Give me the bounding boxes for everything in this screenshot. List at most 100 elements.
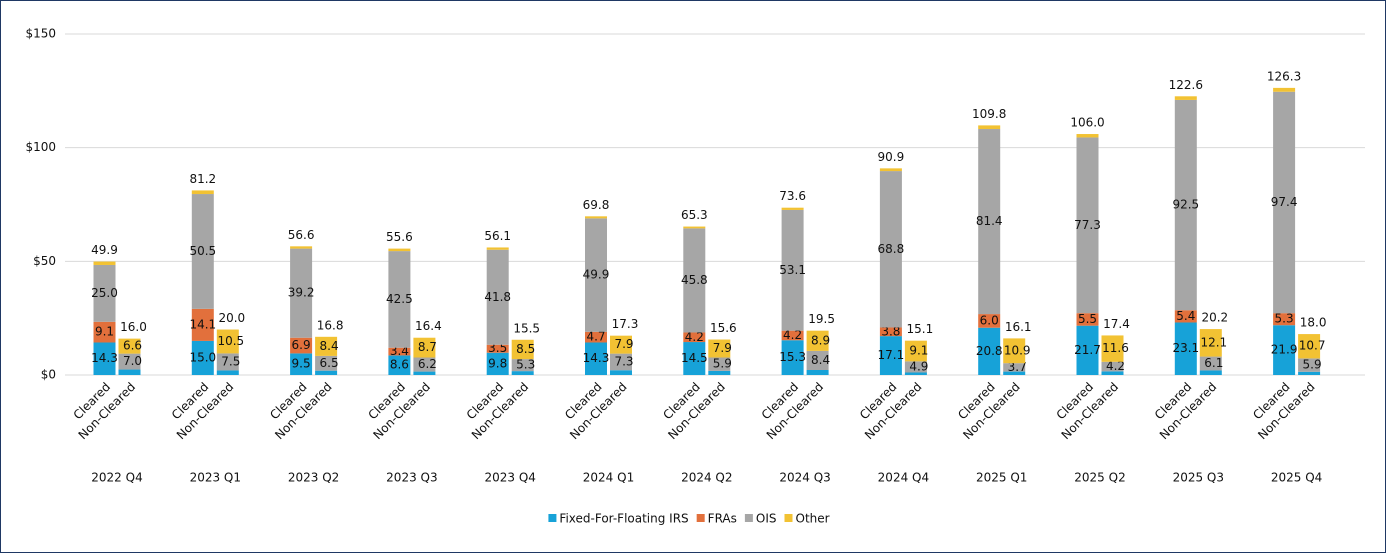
total-label: 56.1 bbox=[484, 229, 511, 243]
bar-segment bbox=[1101, 335, 1124, 362]
legend-swatch bbox=[696, 514, 705, 522]
total-label: 126.3 bbox=[1267, 69, 1301, 83]
data-label: 11.6 bbox=[1102, 341, 1129, 355]
data-label: 7.3 bbox=[614, 354, 633, 368]
bar-segment bbox=[978, 327, 1001, 375]
bar-segment bbox=[610, 370, 632, 375]
data-label: 8.7 bbox=[418, 340, 437, 354]
total-label: 16.4 bbox=[415, 319, 442, 333]
data-label: 77.3 bbox=[1074, 218, 1101, 232]
data-label: 6.0 bbox=[980, 313, 999, 327]
data-label: 12.1 bbox=[1200, 335, 1227, 349]
total-label: 55.6 bbox=[386, 230, 413, 244]
total-label: 106.0 bbox=[1070, 116, 1104, 130]
y-tick-label: $0 bbox=[41, 368, 56, 382]
bar-segment bbox=[511, 371, 534, 375]
bar-segment bbox=[290, 353, 313, 375]
bar-segment bbox=[290, 246, 313, 249]
data-label: 49.9 bbox=[583, 268, 610, 282]
data-label: 7.9 bbox=[614, 337, 633, 351]
data-label: 41.8 bbox=[484, 290, 511, 304]
data-label: 42.5 bbox=[386, 292, 413, 306]
total-label: 56.6 bbox=[288, 228, 315, 242]
total-label: 17.3 bbox=[612, 317, 639, 331]
x-tick-label: 2023 Q3 bbox=[386, 471, 437, 485]
total-label: 16.0 bbox=[120, 320, 147, 334]
bar-segment bbox=[806, 350, 829, 370]
data-label: 5.3 bbox=[1275, 312, 1294, 326]
data-label: 3.8 bbox=[881, 324, 900, 338]
bar-segment bbox=[413, 371, 436, 375]
total-label: 19.5 bbox=[808, 312, 835, 326]
total-label: 73.6 bbox=[779, 189, 806, 203]
bar-segment bbox=[216, 353, 239, 371]
bar-segment bbox=[1199, 370, 1222, 375]
bar-segment bbox=[413, 337, 436, 358]
data-label: 9.8 bbox=[488, 356, 507, 370]
bar-segment bbox=[1298, 371, 1321, 375]
bar-segment bbox=[388, 251, 411, 348]
bar-segment bbox=[1298, 358, 1321, 372]
data-label: 9.1 bbox=[95, 325, 114, 339]
data-label: 92.5 bbox=[1172, 198, 1199, 212]
data-label: 5.9 bbox=[1303, 358, 1322, 372]
bar-segment bbox=[1003, 338, 1026, 364]
bar-segment bbox=[118, 338, 141, 354]
data-label: 45.8 bbox=[681, 273, 708, 287]
bar-segment bbox=[879, 171, 902, 328]
data-label: 14.3 bbox=[583, 351, 610, 365]
data-label: 8.5 bbox=[516, 342, 535, 356]
bar-segment bbox=[610, 335, 632, 354]
data-label: 4.7 bbox=[586, 330, 605, 344]
bar-segment bbox=[486, 344, 509, 353]
bar-segment bbox=[978, 125, 1001, 130]
bar-segment bbox=[1076, 137, 1099, 314]
bar-segment bbox=[216, 329, 239, 354]
bar-segment bbox=[806, 369, 829, 375]
data-label: 6.1 bbox=[1204, 356, 1223, 370]
bar-segment bbox=[1101, 361, 1124, 372]
data-label: 97.4 bbox=[1271, 195, 1298, 209]
bar-segment bbox=[683, 342, 706, 375]
data-label: 21.9 bbox=[1271, 343, 1298, 357]
total-label: 20.2 bbox=[1201, 311, 1228, 325]
data-label: 4.2 bbox=[685, 330, 704, 344]
legend-swatch bbox=[784, 514, 793, 522]
legend-swatch bbox=[744, 514, 753, 522]
bar-segment bbox=[191, 308, 214, 341]
bar-segment bbox=[1101, 371, 1124, 375]
bar-segment bbox=[1003, 363, 1026, 372]
bar-segment bbox=[1076, 134, 1099, 138]
bar-segment bbox=[118, 369, 141, 375]
bar-segment bbox=[904, 372, 927, 375]
total-label: 49.9 bbox=[91, 243, 118, 257]
bar-segment bbox=[978, 314, 1001, 328]
bar-segment bbox=[1273, 325, 1296, 375]
legend-label: OIS bbox=[756, 512, 777, 526]
total-label: 15.6 bbox=[710, 321, 737, 335]
data-label: 5.9 bbox=[713, 357, 732, 371]
bar-segment bbox=[585, 342, 607, 375]
bar-segment bbox=[1003, 371, 1026, 375]
bar-segment bbox=[610, 353, 632, 371]
data-label: 5.5 bbox=[1078, 312, 1097, 326]
total-label: 18.0 bbox=[1300, 316, 1327, 330]
x-tick-label: 2025 Q4 bbox=[1271, 471, 1322, 485]
data-label: 17.1 bbox=[878, 348, 905, 362]
bar-segment bbox=[388, 347, 411, 356]
total-label: 90.9 bbox=[878, 150, 905, 164]
x-tick-label: 2025 Q2 bbox=[1074, 471, 1125, 485]
bar-segment bbox=[1273, 87, 1296, 92]
bar-segment bbox=[290, 337, 313, 354]
bar-segment bbox=[1174, 322, 1197, 375]
bar-segment bbox=[118, 353, 141, 370]
bar-segment bbox=[93, 261, 116, 265]
bar-segment bbox=[781, 207, 804, 210]
bar-segment bbox=[1273, 313, 1296, 326]
bar-segment bbox=[191, 340, 214, 375]
x-tick-label: 2024 Q1 bbox=[583, 471, 634, 485]
data-label: 10.7 bbox=[1299, 339, 1326, 353]
total-label: 69.8 bbox=[583, 198, 610, 212]
